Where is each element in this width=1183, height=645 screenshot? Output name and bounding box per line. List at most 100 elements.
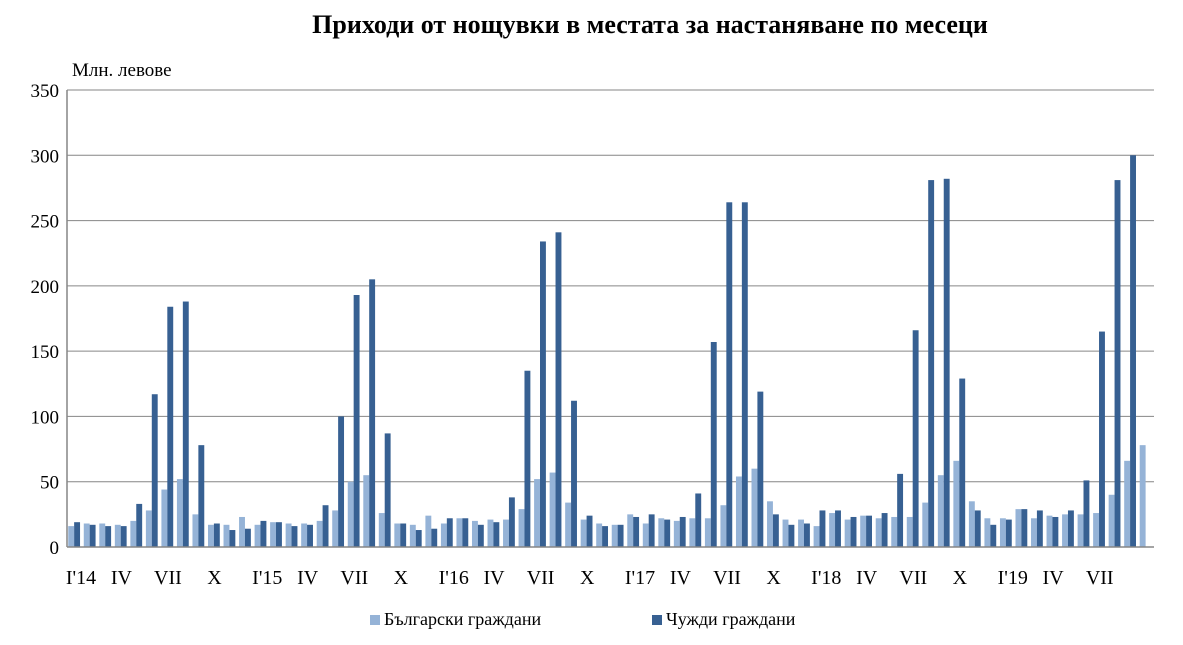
bar-foreign-2 xyxy=(105,526,112,547)
x-tick-label-5: IV xyxy=(297,567,319,589)
bar-bg-36 xyxy=(627,514,634,547)
bar-foreign-27 xyxy=(493,522,500,547)
x-tick-label-17: IV xyxy=(856,567,878,589)
bar-bg-1 xyxy=(83,523,90,547)
bar-foreign-43 xyxy=(741,202,748,548)
x-tick-label-14: VII xyxy=(713,567,741,589)
bar-bg-69 xyxy=(1139,445,1146,547)
bar-bg-29 xyxy=(518,509,525,547)
bar-foreign-18 xyxy=(353,295,360,547)
bar-bg-23 xyxy=(425,515,432,547)
y-tick-label-200: 200 xyxy=(31,277,60,298)
bar-bg-19 xyxy=(363,475,370,547)
bar-foreign-28 xyxy=(508,497,515,547)
bar-bg-54 xyxy=(906,516,913,547)
bar-bg-42 xyxy=(720,505,727,547)
bar-foreign-13 xyxy=(276,522,282,547)
bar-bg-43 xyxy=(735,476,742,547)
bar-bg-27 xyxy=(487,519,494,547)
bar-foreign-0 xyxy=(74,522,81,547)
bar-foreign-44 xyxy=(757,391,764,547)
bar-foreign-6 xyxy=(167,306,174,547)
x-tick-label-12: I'17 xyxy=(625,567,655,589)
y-tick-label-350: 350 xyxy=(31,81,60,102)
bar-foreign-24 xyxy=(446,518,453,547)
bar-foreign-45 xyxy=(772,514,779,547)
x-tick-label-18: VII xyxy=(899,567,927,589)
bar-bg-8 xyxy=(192,514,199,547)
bar-foreign-47 xyxy=(803,523,810,547)
bar-bg-48 xyxy=(813,526,820,547)
bar-bg-52 xyxy=(875,518,882,547)
bar-bg-55 xyxy=(922,502,929,547)
bar-bg-41 xyxy=(704,518,711,547)
grid-lines xyxy=(67,89,1154,548)
bar-foreign-49 xyxy=(835,510,841,547)
x-tick-label-6: VII xyxy=(340,567,368,589)
legend-item-foreign: Чужди граждани xyxy=(652,609,795,630)
x-tick-label-3: X xyxy=(207,567,222,589)
bar-foreign-53 xyxy=(897,473,904,547)
bar-bg-0 xyxy=(68,526,75,547)
bar-bg-63 xyxy=(1046,515,1053,547)
bar-foreign-42 xyxy=(726,202,733,548)
bar-bg-64 xyxy=(1062,514,1068,547)
bar-bg-12 xyxy=(254,524,261,547)
bar-foreign-20 xyxy=(384,433,391,547)
x-tick-label-8: I'16 xyxy=(439,567,469,589)
axes-group xyxy=(66,90,1154,548)
bar-foreign-41 xyxy=(710,342,717,547)
bar-bg-3 xyxy=(114,524,121,547)
bar-bg-14 xyxy=(285,523,292,547)
bar-bg-13 xyxy=(270,522,277,547)
x-tick-label-19: X xyxy=(953,567,968,589)
bar-bg-26 xyxy=(471,520,478,547)
bar-foreign-64 xyxy=(1067,510,1074,547)
bar-bg-20 xyxy=(378,513,385,547)
bar-foreign-66 xyxy=(1099,331,1105,547)
bar-bg-35 xyxy=(611,524,618,547)
y-tick-label-300: 300 xyxy=(31,146,60,167)
bar-foreign-61 xyxy=(1021,509,1028,547)
chart-title: Приходи от нощувки в местата за настаняв… xyxy=(312,10,988,39)
bar-foreign-56 xyxy=(943,178,950,548)
bar-foreign-57 xyxy=(959,378,966,547)
bar-bg-57 xyxy=(953,460,960,547)
bar-foreign-34 xyxy=(602,526,609,547)
bar-foreign-25 xyxy=(462,518,469,547)
bar-foreign-17 xyxy=(338,416,345,547)
x-tick-label-2: VII xyxy=(154,567,182,589)
x-tick-labels: I'14 IV VII X I'15 IV VII X I'16 IV VII X I'17 IV VII X… xyxy=(66,567,1114,589)
bar-bg-58 xyxy=(968,501,975,547)
legend-swatch-bg xyxy=(370,614,380,625)
legend-item-bg: Български граждани xyxy=(370,609,541,630)
bar-bg-32 xyxy=(565,502,572,547)
bar-bg-4 xyxy=(130,520,137,547)
bar-foreign-63 xyxy=(1052,516,1059,547)
bar-foreign-21 xyxy=(400,523,407,547)
y-tick-label-100: 100 xyxy=(31,407,60,428)
x-tick-label-7: X xyxy=(394,567,409,589)
bar-bg-16 xyxy=(316,520,323,547)
bar-foreign-59 xyxy=(990,524,997,547)
bar-bg-7 xyxy=(176,479,183,547)
bar-bg-60 xyxy=(999,518,1006,547)
bar-foreign-65 xyxy=(1083,480,1090,547)
bar-foreign-54 xyxy=(912,330,919,547)
bar-foreign-36 xyxy=(633,516,640,547)
bar-bg-25 xyxy=(456,518,463,547)
bar-foreign-33 xyxy=(586,515,593,547)
bar-foreign-23 xyxy=(431,528,438,547)
bar-foreign-12 xyxy=(260,520,267,547)
bar-foreign-31 xyxy=(555,232,562,547)
bar-foreign-48 xyxy=(819,510,826,547)
x-tick-label-9: IV xyxy=(483,567,505,589)
bar-bg-24 xyxy=(440,523,447,547)
bar-foreign-46 xyxy=(788,524,795,547)
bar-bg-22 xyxy=(409,524,416,547)
bar-foreign-60 xyxy=(1005,519,1012,547)
bar-foreign-50 xyxy=(850,516,857,547)
bar-foreign-40 xyxy=(695,493,702,547)
bar-foreign-62 xyxy=(1036,510,1043,547)
